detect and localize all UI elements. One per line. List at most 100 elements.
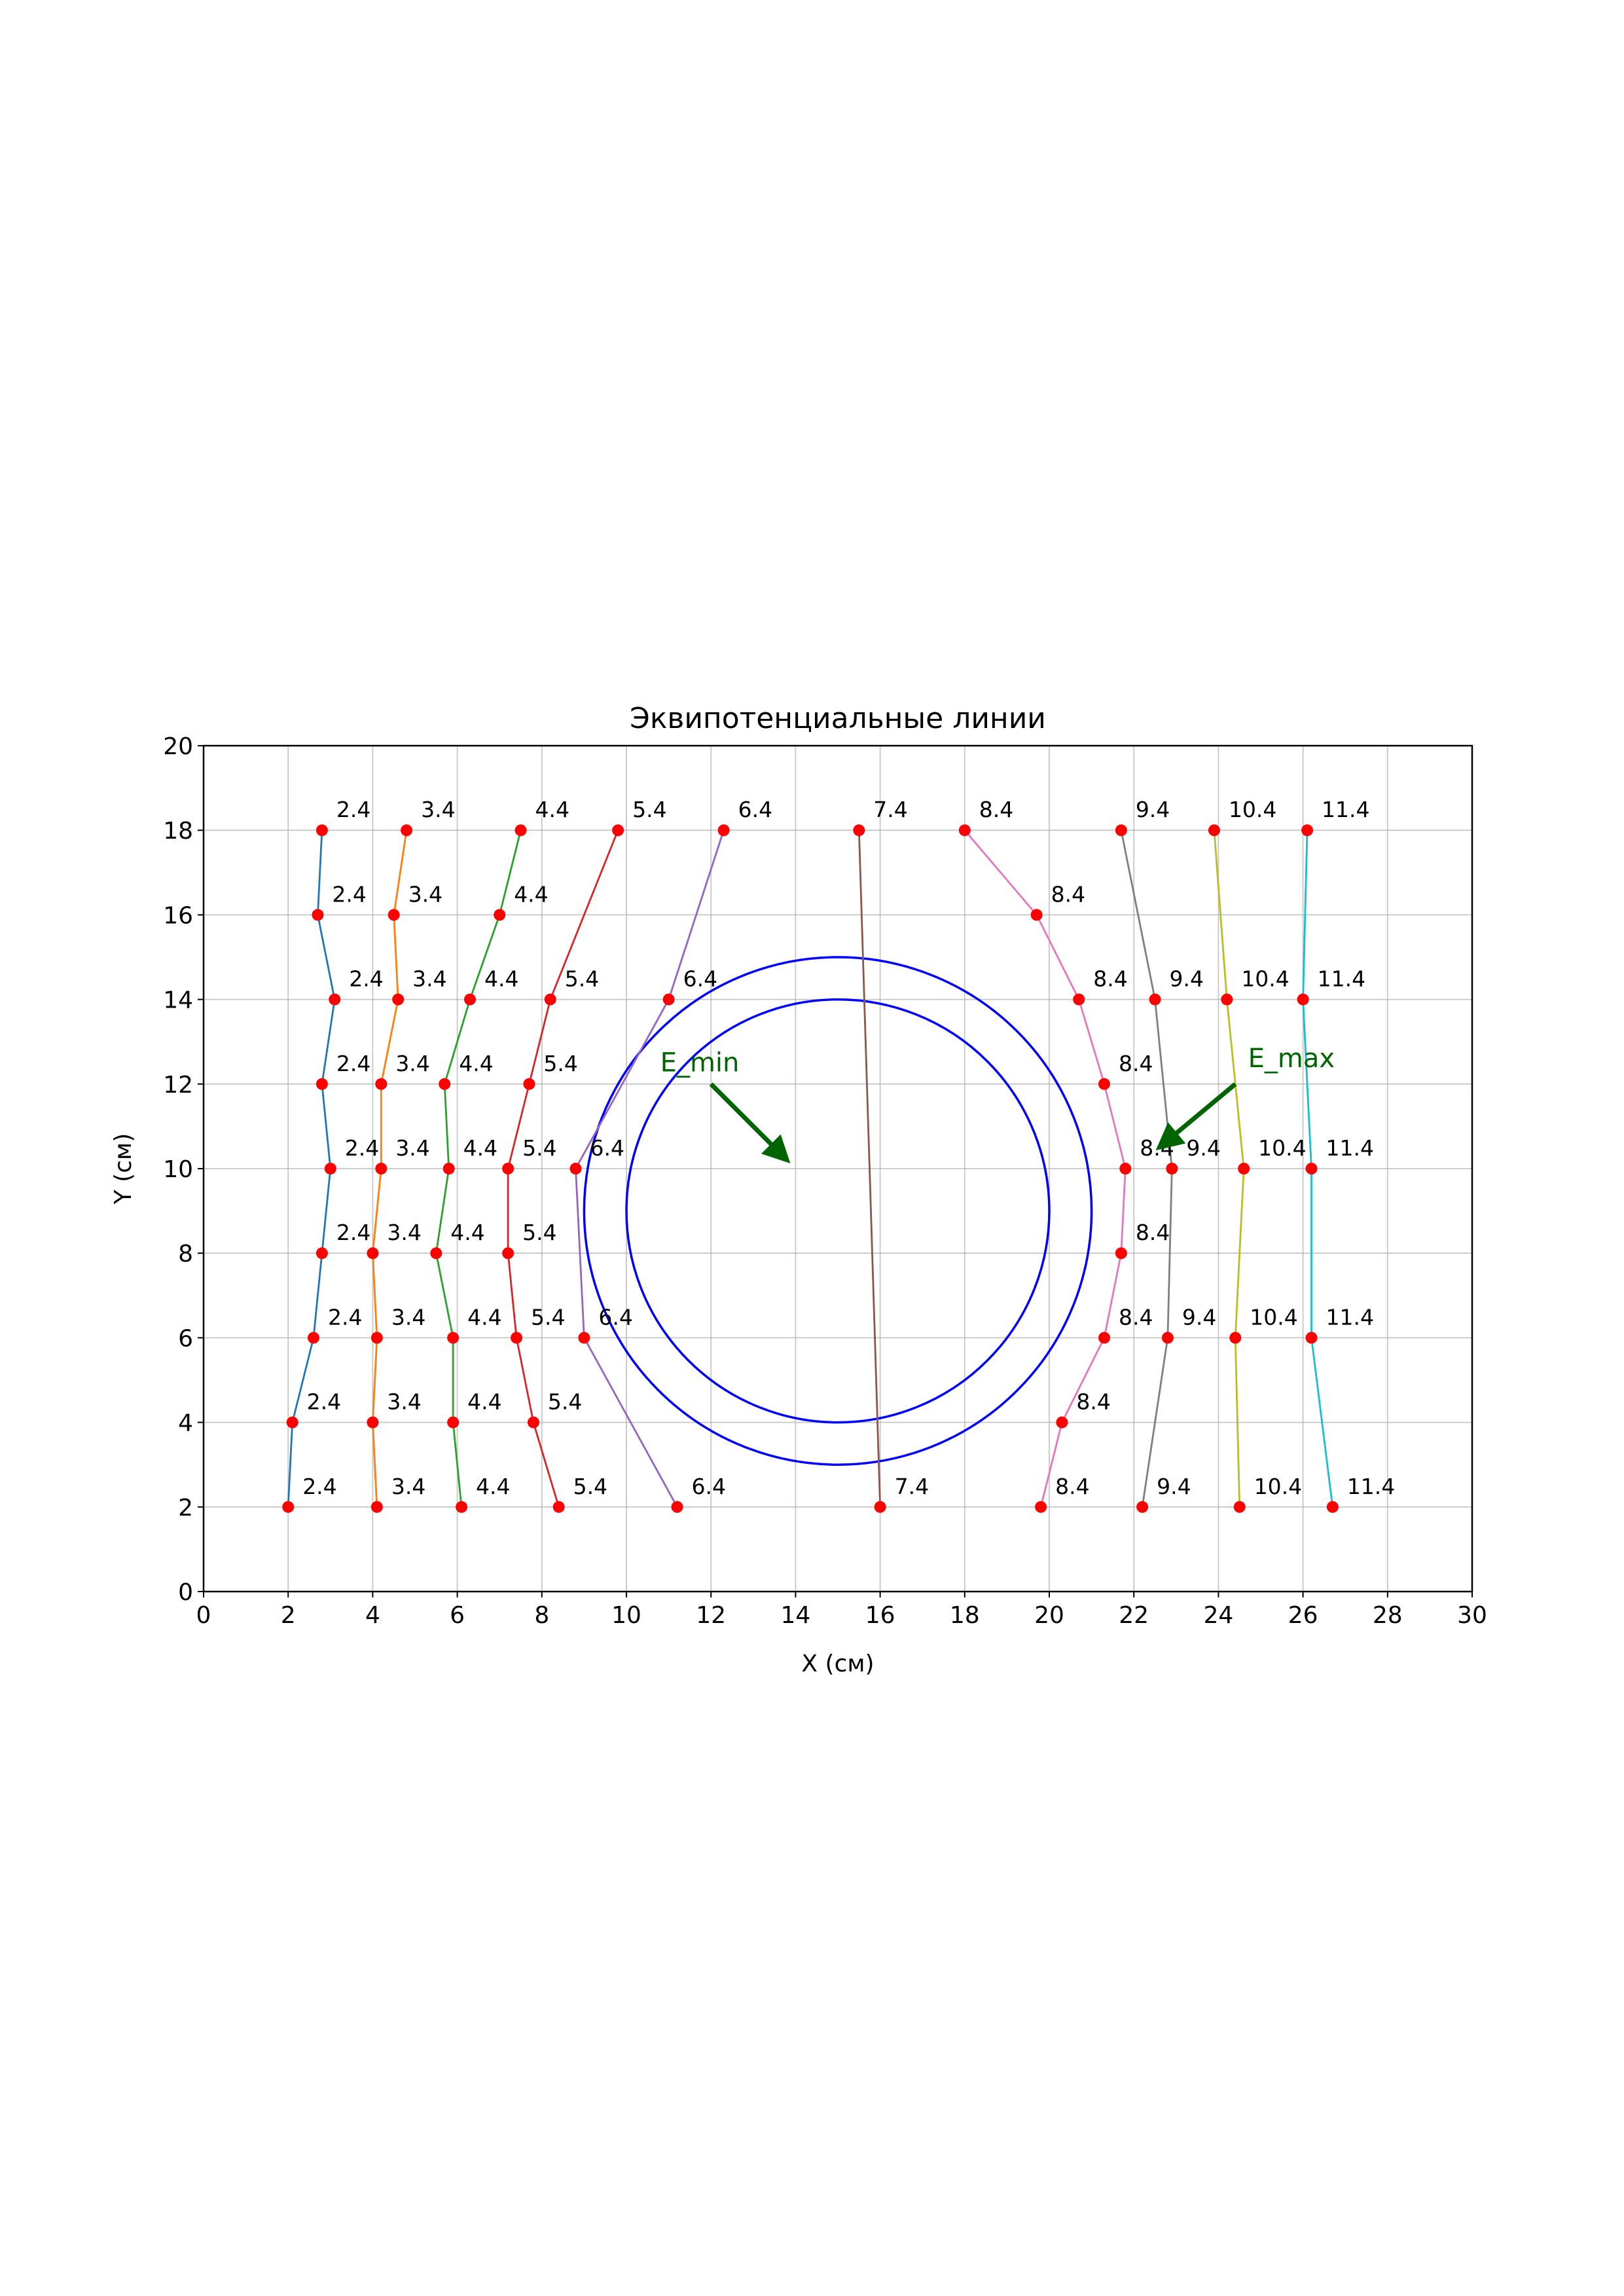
annotation-arrow xyxy=(709,1082,791,1164)
axis-ticks: 0 2 4 6 8 10 12 14 16 18 20 22 24 26 28 300246810121416… xyxy=(163,733,1487,1629)
x-tick-label: 8 xyxy=(534,1602,549,1629)
point-label: 3.4 xyxy=(395,1135,429,1161)
point-label: 2.4 xyxy=(328,1304,362,1330)
x-tick-label: 6 xyxy=(450,1602,465,1629)
point-label: 8.4 xyxy=(1051,881,1085,907)
point-label: 8.4 xyxy=(1119,1051,1153,1076)
data-point xyxy=(958,824,971,837)
data-point xyxy=(1305,1332,1318,1344)
data-point xyxy=(447,1332,460,1344)
point-label: 2.4 xyxy=(332,881,366,907)
point-label: 4.4 xyxy=(459,1051,493,1076)
data-point xyxy=(853,824,865,837)
annotation-label: E_min xyxy=(660,1048,740,1078)
point-label: 10.4 xyxy=(1254,1474,1302,1499)
point-label: 8.4 xyxy=(1055,1474,1089,1499)
point-label: 2.4 xyxy=(336,1051,370,1076)
data-point xyxy=(1030,909,1043,921)
y-tick-label: 16 xyxy=(163,902,193,929)
point-label: 4.4 xyxy=(535,797,569,822)
point-label: 9.4 xyxy=(1186,1135,1220,1161)
data-point xyxy=(447,1416,460,1429)
y-axis-label: Y (см) xyxy=(110,1133,137,1205)
point-label: 4.4 xyxy=(450,1220,484,1245)
point-label: 8.4 xyxy=(979,797,1013,822)
x-tick-label: 10 xyxy=(611,1602,641,1629)
point-label: 3.4 xyxy=(387,1389,421,1415)
data-point xyxy=(1115,824,1127,837)
data-point xyxy=(874,1501,886,1513)
data-point xyxy=(324,1163,336,1175)
data-point xyxy=(1301,824,1314,837)
data-point xyxy=(442,1163,455,1175)
point-label: 9.4 xyxy=(1182,1304,1216,1330)
point-label: 3.4 xyxy=(387,1220,421,1245)
x-tick-label: 16 xyxy=(865,1602,895,1629)
point-label: 9.4 xyxy=(1170,966,1204,992)
data-point xyxy=(388,909,400,921)
data-point xyxy=(1098,1078,1110,1090)
data-point xyxy=(375,1078,388,1090)
point-label: 8.4 xyxy=(1119,1304,1153,1330)
data-point xyxy=(307,1332,319,1344)
point-label: 5.4 xyxy=(565,966,599,992)
data-point xyxy=(1326,1501,1339,1513)
y-tick-label: 12 xyxy=(163,1072,193,1099)
data-point xyxy=(578,1332,590,1344)
x-axis-label: X (см) xyxy=(801,1650,874,1677)
point-label: 11.4 xyxy=(1318,966,1365,992)
data-point xyxy=(1035,1501,1047,1513)
point-label: 5.4 xyxy=(531,1304,565,1330)
point-label: 9.4 xyxy=(1136,797,1170,822)
point-label: 4.4 xyxy=(467,1389,501,1415)
point-label: 10.4 xyxy=(1258,1135,1306,1161)
data-point xyxy=(1119,1163,1132,1175)
data-point xyxy=(1166,1163,1178,1175)
y-tick-label: 4 xyxy=(178,1410,193,1437)
x-tick-label: 30 xyxy=(1457,1602,1487,1629)
data-point xyxy=(282,1501,295,1513)
data-point xyxy=(370,1501,383,1513)
data-point xyxy=(527,1416,539,1429)
point-label: 6.4 xyxy=(683,966,717,992)
data-point xyxy=(463,993,476,1006)
data-point xyxy=(1229,1332,1242,1344)
data-point xyxy=(662,993,675,1006)
point-label: 5.4 xyxy=(522,1220,556,1245)
electrode-circle xyxy=(583,956,1093,1466)
y-tick-label: 10 xyxy=(163,1156,193,1183)
x-tick-label: 18 xyxy=(950,1602,980,1629)
point-label: 2.4 xyxy=(349,966,383,992)
x-tick-label: 0 xyxy=(196,1602,211,1629)
point-label: 3.4 xyxy=(391,1304,425,1330)
point-label: 5.4 xyxy=(632,797,666,822)
point-labels: 2.4 2.4 2.4 2.4 2.4 2.4 2.4 2.4 2.4 3.4 3.4 3.4 3.4 3… xyxy=(302,797,1395,1499)
point-label: 11.4 xyxy=(1347,1474,1395,1499)
data-point xyxy=(671,1501,683,1513)
data-point xyxy=(1238,1163,1250,1175)
data-point xyxy=(612,824,624,837)
point-label: 8.4 xyxy=(1076,1389,1110,1415)
data-point xyxy=(367,1416,379,1429)
point-label: 10.4 xyxy=(1229,797,1276,822)
data-point xyxy=(367,1247,379,1260)
series-lines xyxy=(282,824,1339,1513)
point-label: 11.4 xyxy=(1326,1304,1374,1330)
annotation-label: E_max xyxy=(1248,1044,1335,1074)
chart-title: Эквипотенциальные линии xyxy=(630,702,1046,735)
grid xyxy=(203,745,1473,1592)
x-tick-label: 2 xyxy=(281,1602,296,1629)
data-point xyxy=(316,1078,328,1090)
y-tick-label: 18 xyxy=(163,818,193,845)
point-label: 10.4 xyxy=(1241,966,1289,992)
point-label: 2.4 xyxy=(307,1389,341,1415)
series-line-5.4 xyxy=(507,829,619,1508)
point-label: 3.4 xyxy=(412,966,446,992)
y-tick-label: 2 xyxy=(178,1495,193,1522)
point-label: 6.4 xyxy=(590,1135,624,1161)
y-tick-label: 0 xyxy=(178,1579,193,1606)
point-label: 11.4 xyxy=(1326,1135,1374,1161)
x-tick-label: 12 xyxy=(696,1602,726,1629)
data-point xyxy=(544,993,556,1006)
y-tick-label: 6 xyxy=(178,1325,193,1352)
